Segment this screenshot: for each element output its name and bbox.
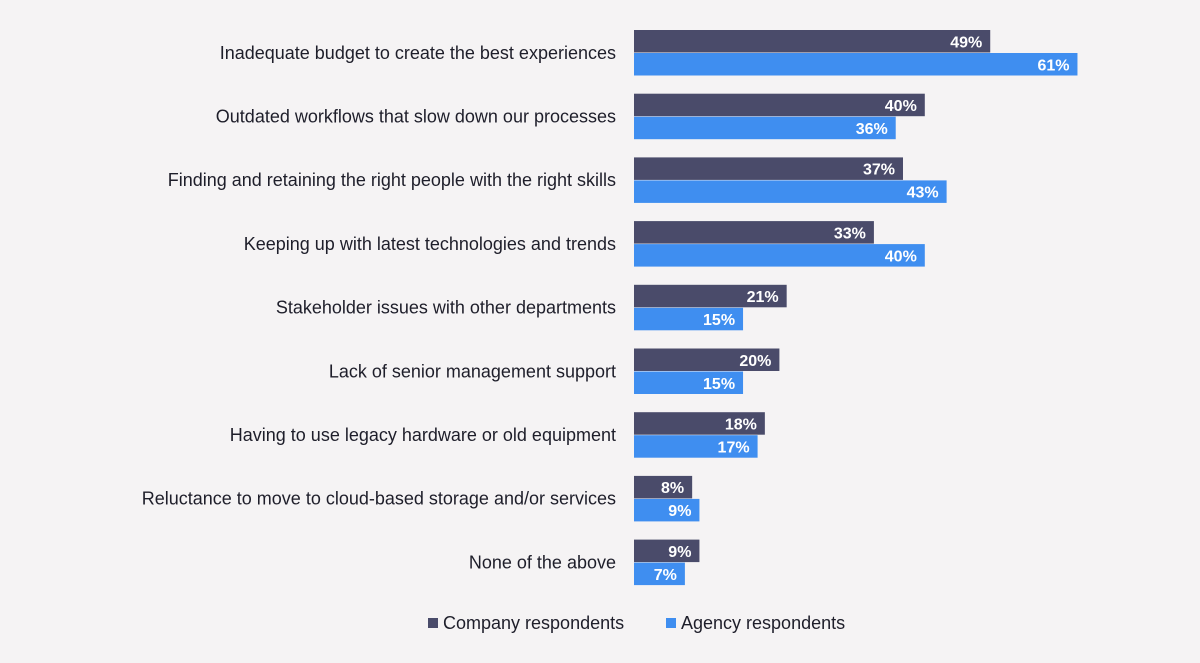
data-label: 15% <box>703 376 735 393</box>
bar-company <box>634 93 925 117</box>
category-label: Reluctance to move to cloud-based storag… <box>142 489 616 509</box>
category-label: Having to use legacy hardware or old equ… <box>230 425 616 445</box>
category-label: Keeping up with latest technologies and … <box>244 234 616 254</box>
data-label: 49% <box>950 34 982 51</box>
bar-agency <box>634 371 744 394</box>
bar-agency <box>634 307 744 331</box>
bar-company <box>634 348 780 371</box>
bar-agency <box>634 562 685 586</box>
bar-agency <box>634 244 925 267</box>
data-label: 33% <box>834 225 866 242</box>
legend-swatch <box>666 618 676 628</box>
category-label: Finding and retaining the right people w… <box>168 170 616 190</box>
category-label: Inadequate budget to create the best exp… <box>220 43 616 63</box>
bar-company <box>634 30 991 53</box>
data-label: 8% <box>661 480 684 497</box>
bar-company <box>634 221 874 244</box>
data-label: 37% <box>863 162 895 179</box>
data-label: 9% <box>668 503 691 520</box>
data-label: 7% <box>654 567 677 584</box>
category-label: Lack of senior management support <box>329 361 616 381</box>
data-label: 61% <box>1037 57 1069 74</box>
data-label: 21% <box>747 289 779 306</box>
bar-company <box>634 539 700 563</box>
data-label: 15% <box>703 312 735 329</box>
legend-swatch <box>428 618 438 628</box>
data-label: 17% <box>718 439 750 456</box>
data-label: 36% <box>856 121 888 138</box>
bar-company <box>634 475 693 499</box>
data-label: 18% <box>725 416 757 433</box>
bar-company <box>634 412 765 435</box>
bar-company <box>634 284 787 308</box>
category-label: None of the above <box>469 552 616 572</box>
category-label: Outdated workflows that slow down our pr… <box>216 106 616 126</box>
legend-label: Company respondents <box>443 613 624 633</box>
bar-agency <box>634 435 758 458</box>
legend-label: Agency respondents <box>681 613 845 633</box>
bar-agency <box>634 498 700 522</box>
data-label: 20% <box>739 353 771 370</box>
category-label: Stakeholder issues with other department… <box>276 298 616 318</box>
data-label: 9% <box>668 544 691 561</box>
bar-agency <box>634 180 947 203</box>
data-label: 43% <box>907 185 939 202</box>
bar-company <box>634 157 903 180</box>
data-label: 40% <box>885 98 917 115</box>
data-label: 40% <box>885 248 917 265</box>
bar-agency <box>634 116 896 140</box>
bar-agency <box>634 53 1078 76</box>
